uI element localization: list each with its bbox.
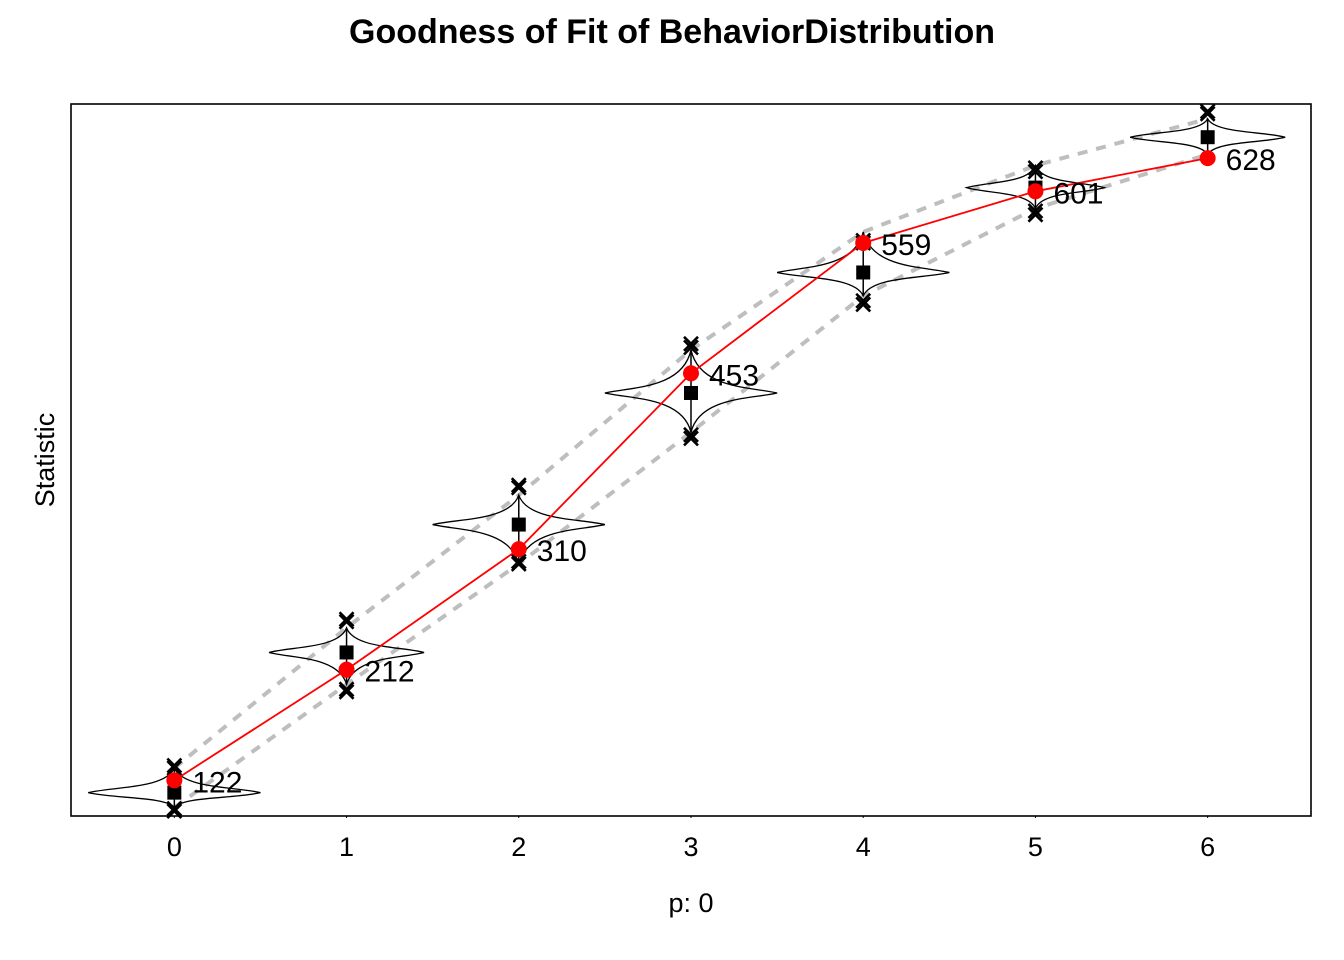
outlier-marker-5-1 [1027, 203, 1044, 219]
outlier-marker-4-0 [855, 296, 872, 313]
outlier-marker-4-1 [855, 292, 872, 309]
outlier-marker-0-3 [166, 757, 183, 774]
outlier-marker-0-0 [166, 803, 183, 820]
x-tick-label-2: 2 [511, 832, 526, 862]
outlier-marker-1-2 [338, 613, 355, 630]
x-tick-label-6: 6 [1200, 832, 1215, 862]
observed-line [173, 157, 1208, 782]
observed-series-layer [166, 150, 1216, 789]
data-label-layer: 122 212 310 453 559 601 628 [192, 144, 1275, 799]
simulated-median-marker-6 [1200, 130, 1215, 145]
simulated-band-lower-line [173, 152, 1209, 810]
outlier-marker-3-0 [683, 430, 699, 447]
observed-point-0 [166, 772, 183, 789]
outlier-marker-3-2 [683, 339, 699, 356]
x-tick-label-3: 3 [683, 832, 698, 862]
outlier-marker-1-1 [338, 681, 355, 698]
outlier-marker-2-3 [510, 477, 527, 494]
observed-value-label-3: 453 [709, 359, 759, 392]
chart-title: Goodness of Fit of BehaviorDistribution [349, 13, 995, 51]
x-axis-layer: 0 1 2 3 4 5 6 [167, 816, 1215, 862]
simulated-median-marker-2 [511, 517, 526, 532]
outlier-marker-2-2 [510, 479, 527, 496]
observed-point-5 [1027, 183, 1044, 200]
simulated-median-marker-3 [684, 385, 698, 400]
outlier-marker-0-1 [166, 800, 183, 817]
simulated-median-marker-4 [856, 265, 871, 280]
simulated-marker-layer [166, 103, 1216, 820]
violin-3 [604, 349, 778, 433]
violin-layer [88, 117, 1286, 809]
y-axis-label: Statistic [30, 413, 60, 508]
outlier-marker-5-3 [1027, 160, 1044, 176]
outlier-marker-1-3 [338, 611, 355, 628]
observed-point-3 [683, 365, 699, 382]
simulated-band-layer [173, 116, 1209, 810]
observed-point-1 [338, 661, 355, 678]
outlier-marker-6-0 [1199, 105, 1216, 122]
simulated-band-upper-line [173, 116, 1209, 770]
outlier-marker-5-2 [1027, 163, 1044, 180]
simulated-median-marker-0 [167, 785, 182, 800]
outlier-marker-3-1 [683, 426, 699, 443]
observed-value-label-1: 212 [365, 656, 415, 689]
outlier-marker-3-3 [683, 335, 699, 352]
x-tick-label-5: 5 [1028, 832, 1043, 862]
simulated-median-marker-1 [339, 645, 354, 660]
observed-value-label-0: 122 [192, 766, 242, 799]
observed-value-label-6: 628 [1226, 144, 1276, 177]
outlier-marker-2-1 [510, 553, 527, 570]
x-axis-label: p: 0 [668, 888, 713, 918]
observed-point-6 [1199, 150, 1216, 167]
observed-value-label-2: 310 [537, 535, 587, 568]
outlier-marker-6-1 [1199, 103, 1216, 120]
observed-point-2 [510, 541, 527, 558]
outlier-marker-5-0 [1027, 206, 1044, 223]
x-tick-label-4: 4 [856, 832, 871, 862]
x-tick-label-0: 0 [167, 832, 182, 862]
outlier-marker-2-0 [510, 555, 527, 572]
observed-point-4 [855, 234, 872, 251]
observed-value-label-4: 559 [881, 229, 931, 262]
outlier-marker-0-2 [166, 760, 183, 776]
x-tick-label-1: 1 [339, 832, 354, 862]
plot-frame [70, 103, 1312, 817]
outlier-marker-1-0 [338, 683, 355, 700]
observed-value-label-5: 601 [1053, 177, 1103, 210]
